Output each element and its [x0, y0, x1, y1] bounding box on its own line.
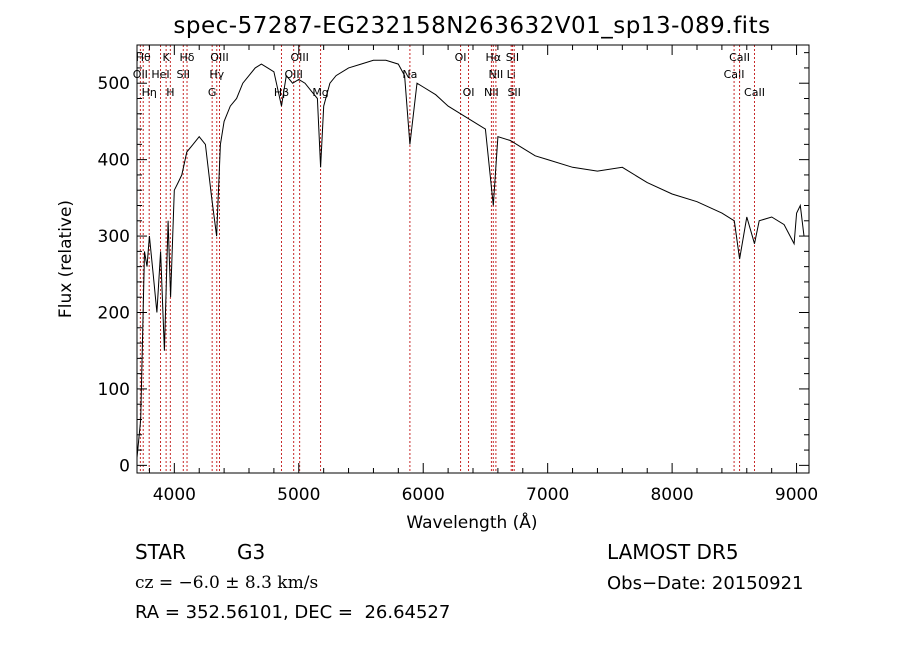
- line-marker-label: Na: [402, 68, 417, 81]
- ra-dec: RA = 352.56101, DEC = 26.64527: [135, 602, 451, 623]
- y-tick-label: 500: [98, 74, 130, 94]
- line-marker-label: OII: [133, 68, 148, 81]
- x-axis-label: Wavelength (Å): [406, 511, 537, 533]
- chart-title: spec-57287-EG232158N263632V01_sp13-089.f…: [173, 13, 770, 39]
- line-marker-label: Hβ: [274, 86, 289, 99]
- line-marker-label: H: [166, 86, 174, 99]
- line-marker-label: Mg: [312, 86, 328, 99]
- line-marker-label: NII: [489, 68, 504, 81]
- line-marker-label: CaII: [729, 51, 750, 64]
- redshift-cz: cz = −6.0 ± 8.3 km/s: [135, 573, 319, 593]
- x-tick-label: 9000: [775, 485, 818, 505]
- spectrum-line: [136, 59, 805, 458]
- object-class: STAR: [135, 540, 186, 564]
- line-marker-label: OI: [455, 51, 467, 64]
- line-marker-label: SII: [506, 51, 519, 64]
- x-tick-label: 4000: [153, 485, 196, 505]
- x-axis-ticks: 4000 5000 6000 7000 8000 9000: [148, 45, 818, 505]
- line-marker-label: Hθ: [136, 51, 151, 64]
- y-tick-label: 400: [98, 151, 130, 171]
- observation-date: Obs−Date: 20150921: [607, 573, 804, 594]
- line-marker-label: CaII: [724, 68, 745, 81]
- y-tick-label: 300: [98, 227, 130, 247]
- line-marker-label: SII: [507, 86, 520, 99]
- line-marker-label: OIII: [284, 68, 302, 81]
- line-marker-label: Li: [507, 68, 516, 81]
- y-tick-label: 0: [119, 456, 130, 476]
- line-marker-label: Hα: [486, 51, 502, 64]
- y-axis-ticks: 0 100 200 300 400 500: [98, 52, 809, 476]
- line-marker-label: K: [163, 51, 171, 64]
- y-tick-label: 200: [98, 304, 130, 324]
- y-tick-label: 100: [98, 380, 130, 400]
- line-marker-label: Hγ: [209, 68, 224, 81]
- spectral-line-markers: HθOIIHηHeIKHSIIHδGHγOIIIHβOIIIOIIIMgNaOI…: [133, 45, 765, 473]
- line-marker-label: Hδ: [180, 51, 195, 64]
- x-tick-label: 5000: [277, 485, 320, 505]
- line-marker-label: OIII: [290, 51, 308, 64]
- x-tick-label: 6000: [402, 485, 445, 505]
- line-marker-label: G: [208, 86, 217, 99]
- x-tick-label: 7000: [526, 485, 569, 505]
- line-marker-label: OIII: [210, 51, 228, 64]
- object-subclass: G3: [237, 540, 266, 564]
- line-marker-label: HeI: [151, 68, 169, 81]
- line-marker-label: OI: [463, 86, 475, 99]
- line-marker-label: NII: [484, 86, 499, 99]
- survey-name: LAMOST DR5: [607, 540, 739, 564]
- line-marker-label: SII: [177, 68, 190, 81]
- y-axis-label: Flux (relative): [56, 200, 76, 318]
- x-tick-label: 8000: [650, 485, 693, 505]
- line-marker-label: CaII: [744, 86, 765, 99]
- plot-frame: [136, 44, 810, 474]
- line-marker-label: Hη: [142, 86, 157, 99]
